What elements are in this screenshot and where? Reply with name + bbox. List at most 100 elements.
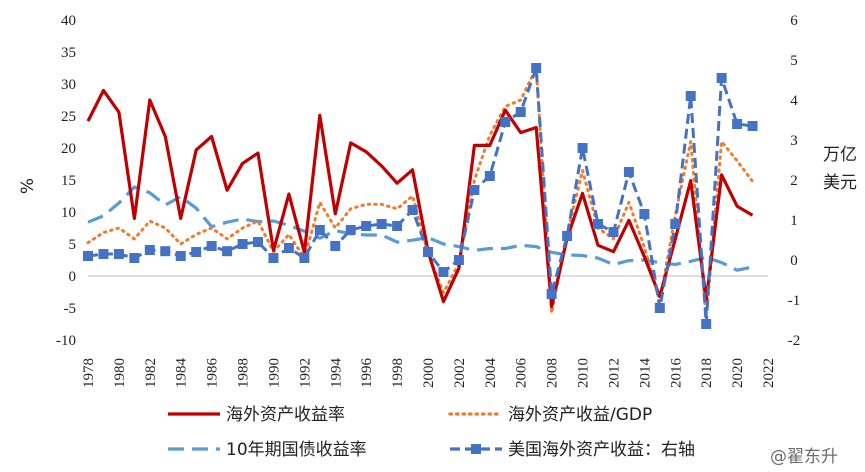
y-left-tick: 35 [61, 45, 76, 61]
series-line-2 [87, 185, 753, 272]
series-3-point [747, 121, 758, 131]
x-tick: 1996 [359, 358, 375, 389]
series-3-point [407, 205, 418, 215]
axis-labels: % 万亿 美元 [18, 145, 857, 194]
series-3-point [701, 319, 712, 329]
series-3-point [654, 303, 665, 313]
x-tick: 2022 [761, 358, 777, 388]
series-3-point [191, 247, 202, 257]
x-tick: 1992 [297, 358, 313, 388]
series-3-point [546, 289, 557, 299]
x-tick: 1998 [390, 358, 406, 388]
x-tick: 1978 [81, 358, 97, 388]
x-tick: 2008 [545, 358, 561, 388]
series-3-point [160, 246, 171, 257]
y-left-tick: 30 [61, 77, 76, 93]
series-3-point [113, 249, 124, 259]
x-tick: 1980 [112, 358, 128, 388]
series-3-point [438, 267, 449, 277]
series-layer [83, 63, 758, 329]
series-3-point [314, 225, 325, 235]
series-3-point [83, 251, 93, 261]
y-left-tick: 10 [61, 205, 76, 221]
legend-marker-series-3 [471, 444, 481, 454]
series-3-point [330, 241, 341, 251]
x-tick: 2012 [606, 358, 622, 388]
series-3-point [392, 221, 403, 231]
legend-label-series-2: 10年期国债收益率 [226, 440, 367, 460]
series-3-point [484, 171, 495, 181]
series-3-point [376, 219, 387, 229]
series-3-point [98, 249, 109, 259]
series-3-point [361, 221, 372, 231]
y-left-tick: 5 [69, 237, 77, 253]
series-3-point [253, 237, 263, 247]
series-3-point [716, 73, 727, 83]
series-3-point [469, 185, 480, 195]
series-3-point [608, 227, 619, 237]
series-line-3 [87, 66, 753, 326]
y-right-tick: 0 [790, 253, 798, 269]
x-tick: 2002 [452, 358, 468, 388]
x-tick: 2006 [514, 358, 530, 389]
watermark: @翟东升 [770, 447, 838, 467]
series-3-point [283, 243, 294, 253]
y-left-tick: 15 [61, 173, 76, 189]
series-3-point [623, 167, 634, 177]
series-3-point [639, 209, 650, 219]
y-left-tick: -5 [64, 301, 77, 317]
y-right-label-line1: 万亿 [823, 145, 857, 165]
x-tick: 1986 [205, 358, 221, 389]
series-3-point [222, 246, 233, 257]
x-tick: 2014 [637, 358, 653, 389]
series-3-point [577, 143, 588, 153]
x-tick: 1982 [143, 358, 159, 388]
series-3-point [593, 219, 603, 229]
series-3-point [500, 117, 511, 127]
series-3-point [144, 245, 155, 255]
legend-label-series-0: 海外资产收益率 [226, 405, 345, 425]
series-3-point [129, 253, 140, 263]
x-tick: 2010 [576, 358, 592, 388]
series-3-point [299, 253, 310, 263]
series-3-point [562, 231, 573, 241]
y-right-tick: 1 [790, 213, 798, 229]
series-line-0 [86, 88, 754, 309]
x-tick: 1994 [328, 358, 344, 389]
y-right-tick: 5 [790, 53, 798, 69]
legend-label-series-3: 美国海外资产收益：右轴 [508, 440, 695, 460]
series-3-point [670, 219, 681, 229]
series-3-point [268, 253, 279, 263]
y-right-tick: -2 [788, 333, 801, 349]
x-tick: 2018 [699, 358, 715, 388]
y-right-label-line2: 美元 [823, 173, 857, 193]
y-right-tick: 6 [790, 13, 798, 29]
y-right-tick: 3 [790, 133, 798, 149]
series-3-point [515, 107, 526, 117]
y-right-tick: -1 [788, 293, 801, 309]
y-left-tick: -10 [56, 333, 76, 349]
x-tick: 2020 [730, 358, 746, 388]
series-3-point [453, 255, 464, 265]
series-3-point [531, 63, 542, 73]
y-left-tick: 25 [61, 109, 76, 125]
legend: 海外资产收益率 海外资产收益/GDP 10年期国债收益率 美国海外资产收益：右轴 [168, 405, 695, 460]
y-left-tick: 20 [61, 141, 76, 157]
y-left-tick: 40 [61, 13, 76, 29]
y-right-tick: 2 [790, 173, 798, 189]
series-line-1 [86, 66, 754, 320]
series-3-point [206, 241, 217, 251]
y-left-tick: 0 [69, 269, 77, 285]
x-tick: 1990 [266, 358, 282, 388]
x-tick: 2004 [483, 358, 499, 389]
series-3-point [345, 225, 356, 235]
x-tick: 1984 [174, 358, 190, 389]
series-3-point [237, 239, 248, 249]
x-tick: 2000 [421, 358, 437, 388]
series-3-point [685, 91, 696, 101]
y-left-label: % [18, 178, 38, 194]
x-tick: 1988 [236, 358, 252, 388]
series-3-point [423, 247, 433, 257]
